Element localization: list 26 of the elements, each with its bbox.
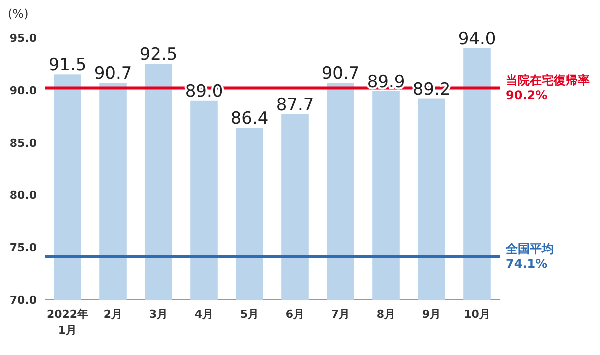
x-tick-label: 6月 <box>286 308 305 321</box>
ref-line-label: 全国平均 74.1% <box>505 242 554 272</box>
y-axis-title: (%) <box>8 7 29 21</box>
data-label: 92.5 <box>140 45 178 66</box>
data-label: 90.7 <box>322 64 360 84</box>
y-tick-label: 95.0 <box>10 32 38 45</box>
x-tick-label: 2月 <box>104 308 123 321</box>
data-label: 86.4 <box>230 109 269 130</box>
x-tick-label: 3月 <box>149 308 168 321</box>
x-tick-label: 9月 <box>422 308 442 321</box>
y-tick-label: 80.0 <box>10 189 38 202</box>
data-label: 87.7 <box>276 96 314 116</box>
data-label: 94.0 <box>458 29 496 50</box>
data-label: 90.7 <box>94 64 132 84</box>
x-tick-label: 4月 <box>194 308 214 321</box>
x-tick-label: 2022年 1月 <box>46 308 89 337</box>
x-tick-label: 7月 <box>331 308 350 321</box>
y-tick-label: 70.0 <box>10 294 38 307</box>
data-label: 91.5 <box>48 56 87 76</box>
y-tick-label: 75.0 <box>10 242 38 255</box>
x-tick-label: 10月 <box>464 308 490 321</box>
y-tick-label: 90.0 <box>10 84 38 98</box>
x-tick-label: 8月 <box>376 308 396 321</box>
y-tick-label: 85.0 <box>10 136 38 150</box>
x-tick-label: 5月 <box>240 308 260 321</box>
ref-line-label: 当院在宅復帰率 90.2% <box>506 73 590 102</box>
